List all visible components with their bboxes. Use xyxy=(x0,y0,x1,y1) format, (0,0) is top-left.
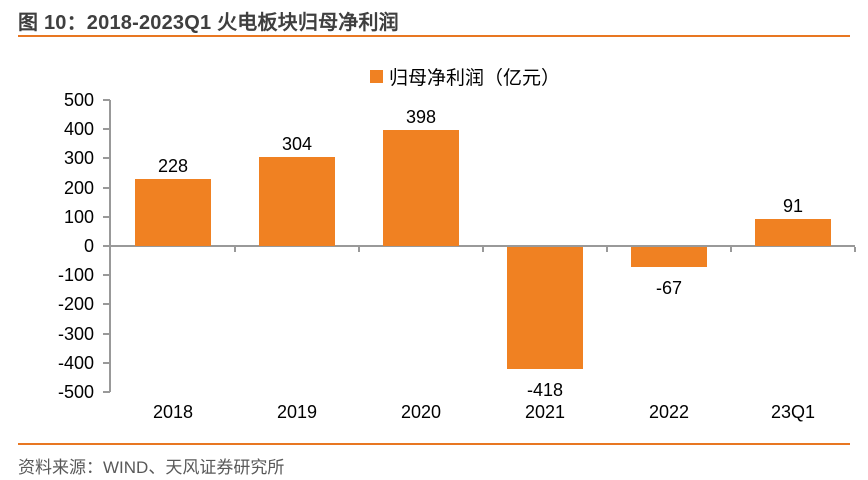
y-tick-500 xyxy=(103,99,110,101)
y-tick-label-300: 300 xyxy=(63,148,94,169)
y-tick-300 xyxy=(103,157,110,160)
x-axis-tick-6 xyxy=(854,247,856,252)
bar-2022 xyxy=(631,247,707,267)
y-tick-label--400: -400 xyxy=(57,352,94,373)
bar-23Q1 xyxy=(755,219,831,246)
y-tick-100 xyxy=(103,215,110,218)
x-label-2021: 2021 xyxy=(524,402,566,422)
value-label-2020: 398 xyxy=(405,107,437,127)
y-tick-label--100: -100 xyxy=(57,265,94,286)
value-label-23Q1: 91 xyxy=(782,196,804,216)
x-label-2019: 2019 xyxy=(276,402,318,422)
y-tick-label--500: -500 xyxy=(57,382,94,402)
x-label-2018: 2018 xyxy=(152,402,194,422)
value-label-2021: -418 xyxy=(526,380,564,400)
y-tick-label-500: 500 xyxy=(63,90,94,110)
bottom-divider xyxy=(18,443,850,445)
bar-2018 xyxy=(135,179,211,246)
legend-label: 归母净利润（亿元） xyxy=(388,67,560,89)
y-tick-label-200: 200 xyxy=(63,177,94,198)
y-tick-label--300: -300 xyxy=(57,323,94,344)
x-axis-tick-2 xyxy=(358,247,360,252)
y-tick--500 xyxy=(103,391,110,393)
value-label-2018: 228 xyxy=(157,156,189,176)
x-label-2022: 2022 xyxy=(648,402,690,422)
y-tick-400 xyxy=(103,128,110,131)
source-note: 资料来源：WIND、天风证券研究所 xyxy=(18,458,285,477)
x-axis-tick-1 xyxy=(234,247,236,252)
y-tick-0 xyxy=(103,245,110,247)
value-label-2019: 304 xyxy=(281,134,313,154)
x-axis-tick-4 xyxy=(606,247,608,252)
y-tick--200 xyxy=(103,303,110,306)
y-tick-label-100: 100 xyxy=(63,206,94,227)
value-label-2022: -67 xyxy=(655,278,682,298)
figure-title: 图 10：2018-2023Q1 火电板块归母净利润 xyxy=(18,12,399,34)
x-label-23Q1: 23Q1 xyxy=(770,402,816,422)
y-tick-label-0: 0 xyxy=(83,236,94,256)
bar-2019 xyxy=(259,157,335,246)
y-tick--400 xyxy=(103,361,110,364)
bar-2021 xyxy=(507,247,583,369)
y-tick-label--200: -200 xyxy=(57,294,94,315)
x-label-2020: 2020 xyxy=(400,402,442,422)
x-axis-line xyxy=(109,245,855,247)
y-tick--300 xyxy=(103,332,110,335)
y-tick-200 xyxy=(103,186,110,189)
y-tick-label-400: 400 xyxy=(63,119,94,140)
chart-legend: 归母净利润（亿元） xyxy=(80,63,850,89)
top-divider xyxy=(18,35,850,37)
x-axis-tick-3 xyxy=(482,247,484,252)
bar-2020 xyxy=(383,130,459,246)
y-tick--100 xyxy=(103,274,110,277)
legend-swatch-icon xyxy=(369,69,383,83)
x-axis-tick-5 xyxy=(730,247,732,252)
